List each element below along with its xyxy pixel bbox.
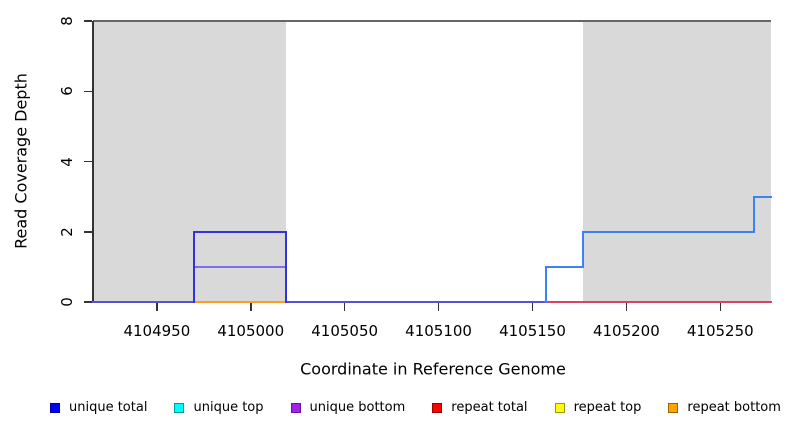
unique-total-box [193, 230, 288, 233]
legend-swatch-icon [554, 403, 565, 413]
legend-label: repeat top [573, 400, 642, 415]
y-tick-mark [84, 20, 92, 22]
repeat-bottom-segment [193, 301, 288, 303]
x-tick-mark [531, 303, 534, 311]
legend-item: repeat bottom [668, 399, 781, 417]
unique-step-right [544, 265, 585, 268]
legend-swatch-icon [668, 403, 679, 413]
repeat-region-right [583, 21, 771, 302]
repeat-region-left [93, 21, 287, 302]
legend-item: unique bottom [290, 399, 406, 417]
x-tick-mark [719, 303, 722, 311]
x-tick-mark [625, 303, 628, 311]
x-tick-label: 4105050 [311, 322, 379, 340]
y-tick-mark [84, 90, 92, 92]
unique-total-box [285, 230, 288, 303]
x-tick-mark [437, 303, 440, 311]
y-tick-label: 0 [58, 297, 76, 307]
x-tick-mark [156, 303, 158, 311]
legend: unique total unique top unique bottom repea… [50, 399, 781, 417]
unique-baseline-left [92, 301, 196, 303]
plot-top-border [93, 20, 771, 22]
legend-item: unique top [174, 399, 264, 417]
unique-step-right [753, 195, 756, 233]
unique-half-depth-line [193, 266, 288, 268]
y-tick-label: 2 [58, 226, 76, 237]
x-axis-title: Coordinate in Reference Genome [300, 359, 566, 379]
legend-label: unique total [69, 400, 148, 415]
legend-label: repeat total [451, 400, 528, 415]
x-tick-label: 4105250 [686, 322, 754, 340]
x-tick-label: 4105000 [217, 322, 285, 340]
x-tick-label: 4105100 [405, 322, 472, 340]
y-tick-mark [84, 231, 92, 233]
y-tick-label: 6 [58, 86, 76, 97]
legend-item: repeat total [432, 399, 528, 417]
unique-step-right [582, 230, 756, 233]
y-tick-mark [84, 160, 92, 163]
legend-item: repeat top [554, 399, 642, 417]
unique-step-right [544, 265, 547, 303]
x-tick-label: 4105200 [592, 322, 660, 340]
y-tick-label: 4 [58, 156, 76, 167]
repeat-total-baseline [544, 301, 772, 303]
unique-step-right [753, 195, 772, 198]
legend-swatch-icon [174, 403, 185, 413]
x-tick-label: 4104950 [123, 322, 191, 340]
legend-label: repeat bottom [687, 400, 781, 415]
x-tick-mark [250, 303, 252, 311]
legend-swatch-icon [50, 403, 60, 413]
unique-step-right [582, 230, 585, 268]
legend-swatch-icon [432, 403, 443, 413]
legend-item: unique total [50, 399, 147, 417]
y-axis-line [92, 21, 94, 302]
y-tick-label: 8 [58, 16, 76, 26]
x-tick-mark [343, 303, 346, 311]
legend-label: unique bottom [309, 400, 406, 415]
y-tick-mark [84, 301, 92, 303]
unique-total-box [193, 230, 196, 303]
legend-label: unique top [193, 400, 264, 415]
x-tick-label: 4105150 [499, 322, 566, 340]
legend-swatch-icon [290, 403, 301, 413]
unique-baseline-mid [285, 301, 547, 303]
